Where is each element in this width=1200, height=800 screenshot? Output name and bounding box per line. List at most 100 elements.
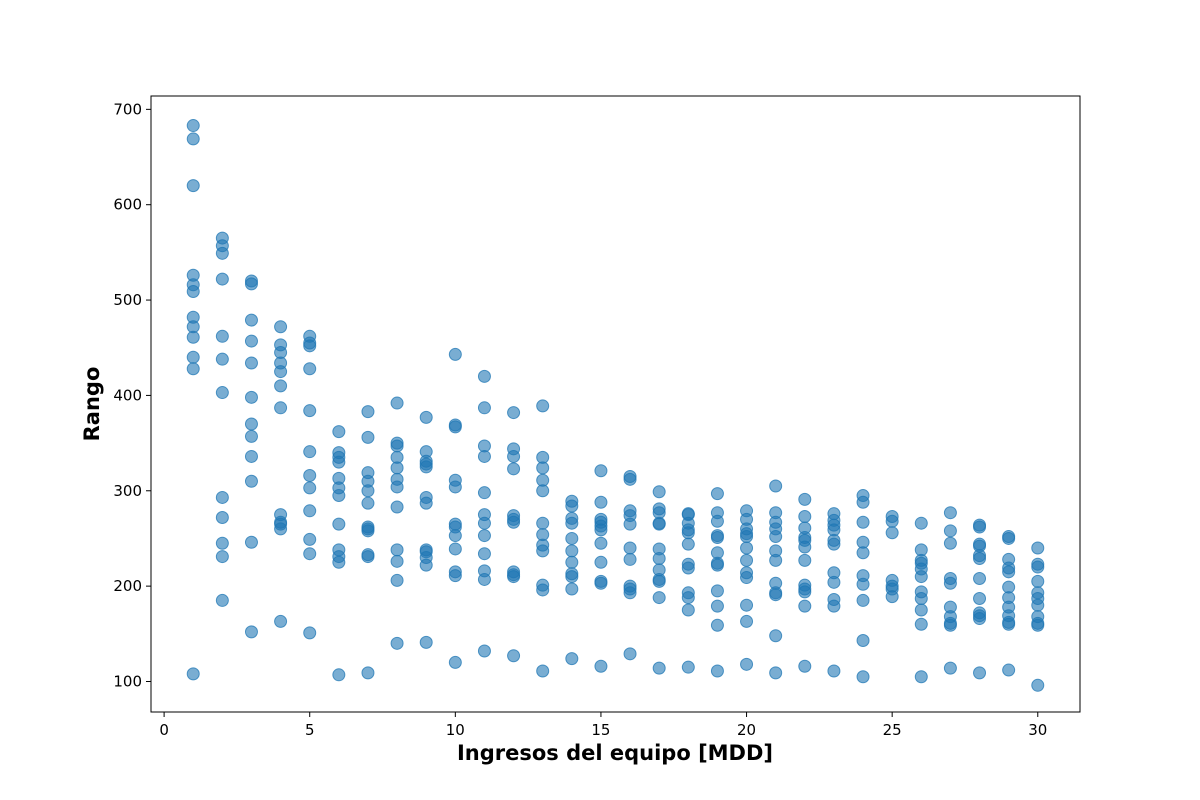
- data-point: [1002, 565, 1016, 579]
- data-point: [943, 524, 957, 538]
- data-point: [303, 504, 317, 518]
- data-point: [536, 399, 550, 413]
- data-point: [215, 272, 229, 286]
- x-tick-label: 5: [305, 721, 315, 739]
- data-point: [477, 516, 491, 530]
- data-point: [914, 592, 928, 606]
- data-point: [798, 510, 812, 524]
- x-tick-label: 20: [737, 721, 756, 739]
- data-point: [244, 449, 258, 463]
- y-tick-label: 100: [113, 672, 142, 690]
- data-point: [361, 524, 375, 538]
- data-point: [652, 591, 666, 605]
- data-point: [681, 591, 695, 605]
- data-point: [215, 386, 229, 400]
- data-point: [507, 515, 521, 529]
- data-point: [390, 573, 404, 587]
- data-point: [594, 464, 608, 478]
- data-point: [943, 576, 957, 590]
- data-point: [973, 592, 987, 606]
- data-point: [973, 666, 987, 680]
- data-point: [769, 666, 783, 680]
- data-point: [943, 506, 957, 520]
- data-point: [244, 334, 258, 348]
- data-point: [244, 356, 258, 370]
- data-point: [477, 449, 491, 463]
- data-point: [623, 472, 637, 486]
- data-point: [186, 179, 200, 193]
- data-point: [710, 514, 724, 528]
- data-point: [215, 510, 229, 524]
- data-point: [565, 499, 579, 513]
- data-point: [419, 460, 433, 474]
- data-point: [332, 455, 346, 469]
- data-point: [186, 350, 200, 364]
- data-point: [885, 526, 899, 540]
- data-point: [244, 390, 258, 404]
- data-point: [565, 582, 579, 596]
- data-point: [390, 543, 404, 557]
- data-point: [215, 536, 229, 550]
- data-point: [332, 489, 346, 503]
- data-point: [710, 599, 724, 613]
- data-point: [215, 352, 229, 366]
- data-point: [565, 544, 579, 558]
- data-point: [507, 449, 521, 463]
- data-point: [507, 570, 521, 584]
- y-tick-label: 700: [113, 100, 142, 118]
- data-point: [215, 550, 229, 564]
- data-point: [914, 570, 928, 584]
- data-point: [448, 655, 462, 669]
- data-point: [477, 547, 491, 561]
- data-point: [536, 664, 550, 678]
- data-point: [303, 404, 317, 418]
- data-point: [769, 588, 783, 602]
- data-point: [798, 492, 812, 506]
- data-point: [565, 555, 579, 569]
- data-point: [769, 479, 783, 493]
- data-point: [740, 657, 754, 671]
- data-point: [856, 633, 870, 647]
- points-layer: [186, 119, 1045, 692]
- data-point: [390, 554, 404, 568]
- data-point: [507, 462, 521, 476]
- data-point: [390, 500, 404, 514]
- data-point: [973, 572, 987, 585]
- data-point: [565, 516, 579, 530]
- data-point: [361, 666, 375, 680]
- data-point: [448, 569, 462, 583]
- data-point: [710, 558, 724, 572]
- data-point: [914, 516, 928, 530]
- data-point: [827, 575, 841, 589]
- data-point: [390, 480, 404, 494]
- data-point: [943, 661, 957, 675]
- data-point: [274, 522, 288, 536]
- data-point: [652, 574, 666, 588]
- data-point: [477, 369, 491, 383]
- data-point: [536, 583, 550, 597]
- data-point: [943, 536, 957, 550]
- data-point: [710, 487, 724, 501]
- data-point: [448, 542, 462, 556]
- data-point: [798, 553, 812, 567]
- data-point: [827, 664, 841, 678]
- data-point: [740, 614, 754, 628]
- data-point: [186, 119, 200, 133]
- data-point: [710, 531, 724, 544]
- data-point: [798, 540, 812, 554]
- data-point: [244, 429, 258, 443]
- data-point: [244, 625, 258, 639]
- data-point: [507, 406, 521, 420]
- data-point: [390, 396, 404, 410]
- data-point: [186, 362, 200, 376]
- data-point: [361, 430, 375, 444]
- data-point: [681, 561, 695, 575]
- x-tick-label: 30: [1028, 721, 1047, 739]
- data-point: [1031, 541, 1045, 555]
- data-point: [1031, 598, 1045, 612]
- data-point: [332, 425, 346, 439]
- data-point: [623, 517, 637, 531]
- data-point: [769, 530, 783, 544]
